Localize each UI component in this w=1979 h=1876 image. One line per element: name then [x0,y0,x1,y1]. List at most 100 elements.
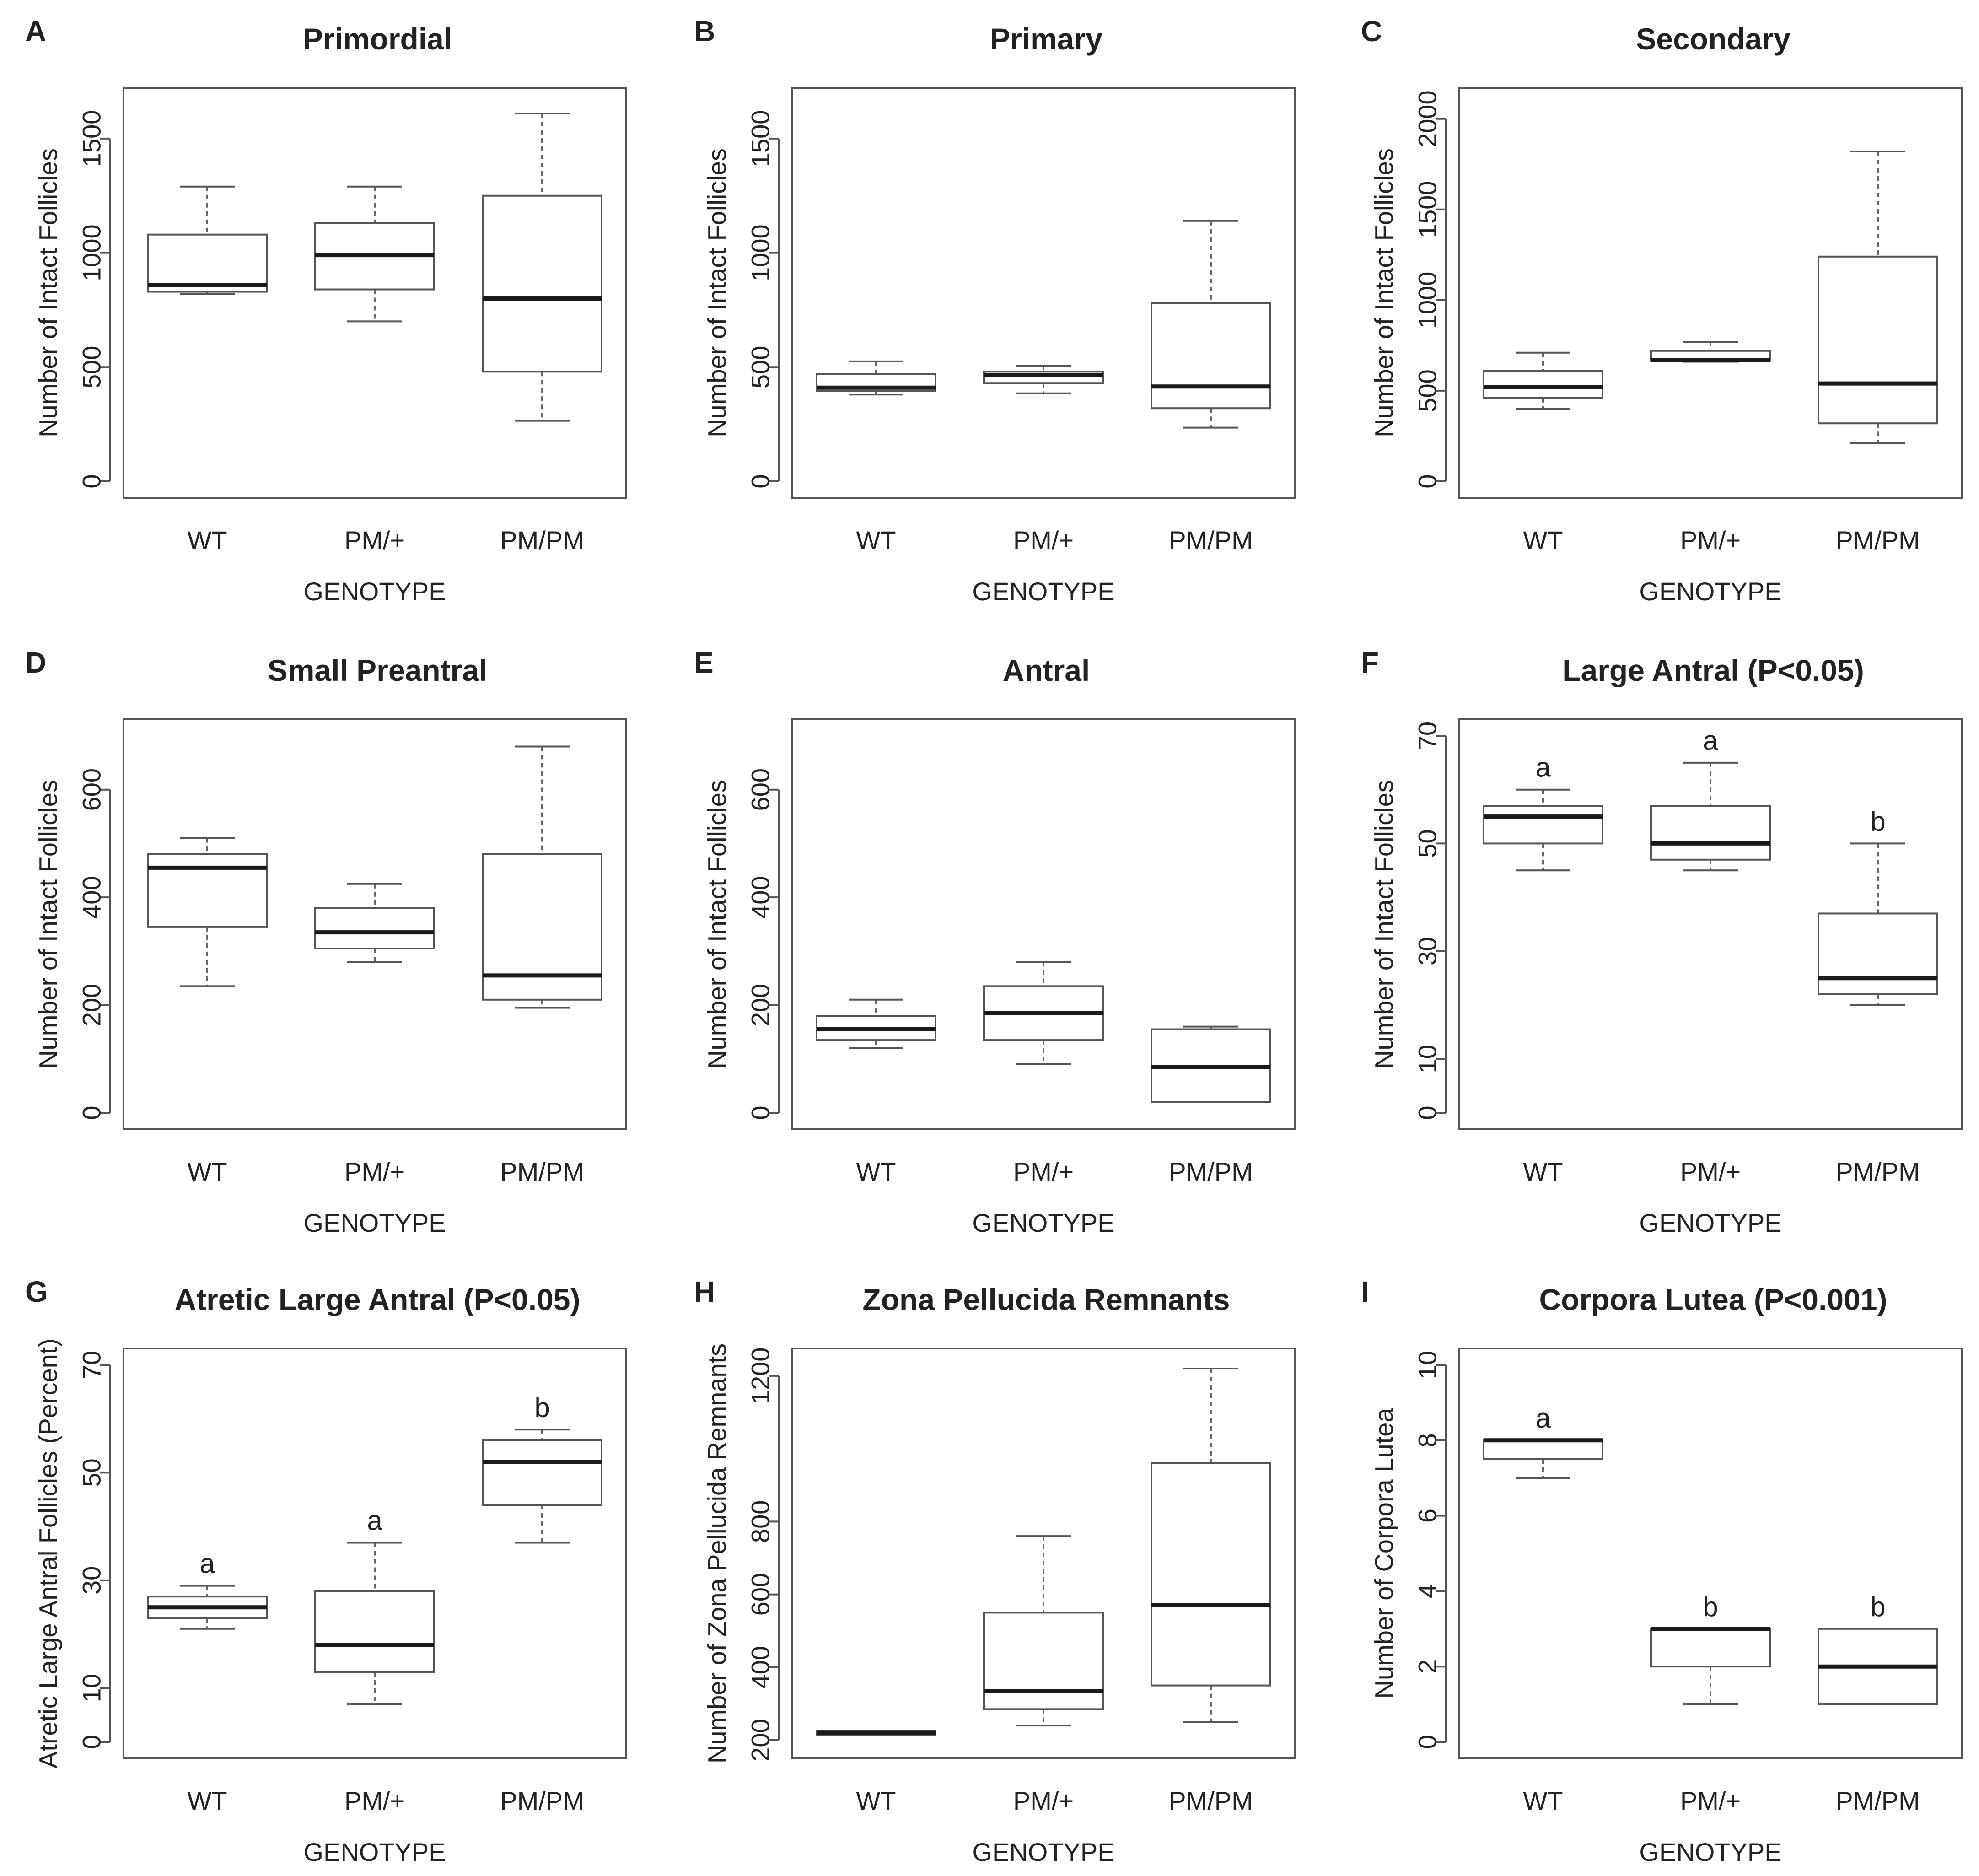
plot-frame [123,87,627,499]
y-tick-label: 1200 [746,1348,775,1405]
plot-frame [1458,1348,1963,1759]
y-tick-label: 0 [746,1105,775,1120]
iqr-box [1483,1439,1603,1460]
box-pm-pm [1151,220,1271,429]
iqr-box [1650,1628,1771,1668]
y-tick-label: 200 [77,984,106,1026]
y-tick-label: 600 [746,768,775,811]
significance-letter: a [1703,725,1718,756]
iqr-box [1151,302,1271,410]
x-tick-label: PM/PM [1836,526,1920,555]
iqr-box [1151,1462,1271,1687]
x-tick-label: WT [1523,526,1563,555]
panel-letter: G [25,1275,48,1308]
x-tick-label: WT [856,1157,896,1186]
box-pm-: a [314,1505,435,1705]
y-axis-label: Atretic Large Antral Follicles (Percent) [34,1338,63,1768]
plot-frame [791,718,1296,1130]
significance-letter: b [1870,806,1885,836]
y-tick-label: 0 [1413,474,1442,488]
x-tick-label: PM/PM [500,526,584,555]
box-wt [816,360,936,396]
plot-frame [123,718,627,1130]
iqr-box [1483,370,1603,399]
iqr-box [147,853,268,928]
y-axis-label: Number of Intact Follicles [34,780,63,1069]
significance-letter: b [534,1392,549,1423]
panel-title: Small Preantral [268,653,488,687]
y-tick-label: 50 [77,1458,106,1487]
y-tick-label: 500 [746,346,775,388]
panel-title: Primary [990,22,1102,56]
iqr-box [482,1439,602,1506]
x-tick-label: PM/PM [1836,1786,1920,1815]
y-tick-label: 400 [77,876,106,918]
x-tick-label: PM/+ [1680,526,1741,555]
panel-letter: I [1361,1275,1369,1308]
iqr-box [1818,255,1938,425]
iqr-box [482,853,602,1001]
x-axis-label: GENOTYPE [972,1838,1114,1866]
box-pm-pm [1151,1367,1271,1723]
y-tick-label: 400 [746,876,775,918]
iqr-box [983,1612,1104,1710]
panel-title: Zona Pellucida Remnants [862,1283,1230,1316]
x-tick-label: WT [1523,1786,1563,1815]
x-tick-label: PM/+ [344,526,405,555]
iqr-box [314,1590,435,1673]
panel-f: F Large Antral (P<0.05) 0 10 30 50 70 Number of… [1361,646,1963,1237]
y-axis-label: Number of Intact Follicles [703,780,731,1069]
x-tick-label: WT [1523,1157,1563,1186]
y-tick-label: 30 [77,1566,106,1595]
y-tick-label: 0 [1413,1735,1442,1749]
y-axis-label: Number of Corpora Lutea [1370,1408,1398,1699]
box-pm-pm: b [482,1392,602,1544]
box-pm- [1650,340,1771,363]
y-tick-label: 500 [1413,369,1442,412]
x-tick-label: PM/+ [344,1157,405,1186]
iqr-box [482,194,602,373]
panel-b: B Primary 0 500 1000 1500 Number of Intact Fol… [694,15,1296,606]
y-axis-label: Number of Intact Follicles [1370,148,1398,437]
y-tick-label: 2000 [1413,90,1442,147]
y-tick-label: 50 [1413,829,1442,857]
y-tick-label: 4 [1413,1584,1442,1598]
x-axis-label: GENOTYPE [1639,1208,1781,1237]
y-tick-label: 30 [1413,937,1442,965]
y-tick-label: 1000 [746,224,775,281]
box-wt: a [147,1548,268,1630]
y-tick-label: 0 [77,1105,106,1120]
box-pm- [983,961,1104,1066]
x-tick-label: PM/PM [1169,1786,1253,1815]
y-tick-label: 0 [77,1735,106,1749]
plot-frame [123,1348,627,1759]
significance-letter: a [1535,752,1551,783]
y-tick-label: 0 [746,474,775,488]
panel-title: Large Antral (P<0.05) [1562,653,1864,687]
box-pm- [314,185,435,323]
y-tick-label: 800 [746,1500,775,1543]
box-wt: a [1483,1403,1603,1479]
x-tick-label: WT [187,1157,227,1186]
x-tick-label: PM/+ [1680,1786,1741,1815]
panel-title: Primordial [303,22,452,56]
x-axis-label: GENOTYPE [303,577,446,606]
box-pm-: a [1650,725,1771,872]
y-tick-label: 1000 [1413,272,1442,329]
x-axis-label: GENOTYPE [972,577,1114,606]
y-tick-label: 1000 [77,224,106,281]
y-tick-label: 400 [746,1646,775,1688]
box-pm- [314,883,435,963]
panel-title: Secondary [1636,22,1791,56]
iqr-box [314,907,435,949]
y-tick-label: 500 [77,346,106,388]
panel-title: Atretic Large Antral (P<0.05) [174,1283,580,1316]
y-tick-label: 2 [1413,1660,1442,1674]
box-wt [147,837,268,987]
plot-frame [791,87,1296,499]
x-tick-label: PM/PM [1836,1157,1920,1186]
x-tick-label: WT [187,1786,227,1815]
y-tick-label: 1500 [746,110,775,167]
panel-letter: H [694,1275,715,1308]
